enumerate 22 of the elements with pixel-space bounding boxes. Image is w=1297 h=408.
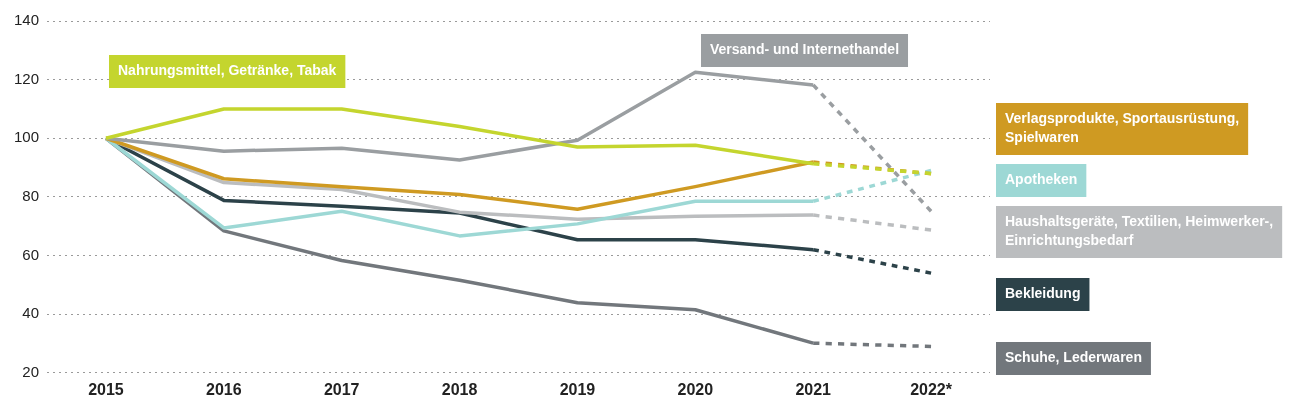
y-tick-label: 80 xyxy=(22,187,40,205)
y-tick-label: 120 xyxy=(14,69,40,87)
y-tick-label: 60 xyxy=(22,245,40,263)
x-tick-label: 2017 xyxy=(323,380,360,398)
text: Bekleidung xyxy=(1005,285,1081,302)
x-tick-label: 2022* xyxy=(910,380,953,398)
x-tick-label: 2019 xyxy=(559,380,596,398)
y-tick-label: 140 xyxy=(14,11,40,29)
text: Haushaltsgeräte, Textilien, Heimwerker-, Einrichtungsbedarf xyxy=(1005,213,1274,249)
text: Schuhe, Lederwaren xyxy=(1005,349,1142,366)
x-tick-label: 2015 xyxy=(88,380,124,398)
y-tick-label: 100 xyxy=(14,128,40,146)
x-tick-label: 2016 xyxy=(206,380,242,398)
text: Verlagsprodukte, Sportausrüstung, Spielwaren xyxy=(1005,110,1240,146)
x-tick-label: 2018 xyxy=(441,380,478,398)
y-tick-label: 40 xyxy=(22,304,40,322)
text: Nahrungsmittel, Getränke, Tabak xyxy=(118,62,337,79)
y-tick-label: 20 xyxy=(22,362,40,380)
x-tick-label: 2020 xyxy=(677,380,714,398)
x-tick-label: 2021 xyxy=(795,380,832,398)
series-label: Versand- und Internethandel xyxy=(710,41,900,58)
text: Apotheken xyxy=(1005,171,1078,188)
